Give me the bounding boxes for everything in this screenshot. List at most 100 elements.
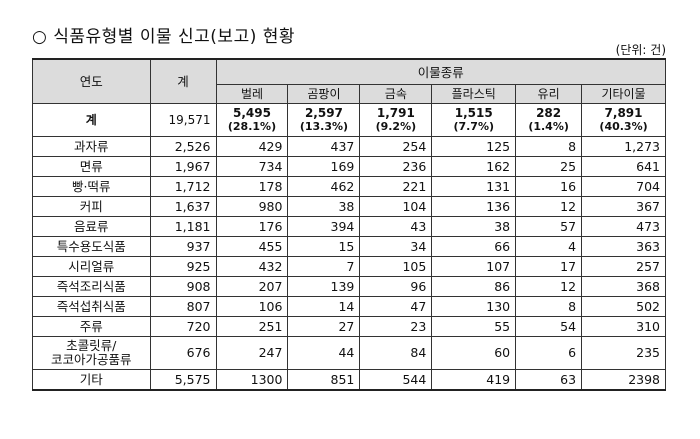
row-value: 419: [431, 369, 517, 391]
row-value: 23: [359, 316, 433, 337]
row-value: 16: [515, 176, 583, 197]
row-label: 특수용도식품: [32, 236, 151, 257]
row-total: 1,637: [149, 196, 217, 217]
row-value: 251: [215, 316, 289, 337]
header-col: 기타이물: [581, 84, 666, 104]
header-col: 곰팡이: [287, 84, 361, 104]
table-row: 빵·떡류 1,712 178 462 221 131 16 704: [32, 176, 666, 197]
row-value: 63: [515, 369, 583, 391]
row-value: 462: [287, 176, 361, 197]
row-value: 544: [359, 369, 433, 391]
row-total: 2,526: [149, 136, 217, 157]
total-cell: 282 (1.4%): [515, 103, 583, 137]
row-value: 17: [515, 256, 583, 277]
row-value: 86: [431, 276, 517, 297]
row-value: 429: [215, 136, 289, 157]
row-value: 34: [359, 236, 433, 257]
total-sum: 19,571: [149, 103, 217, 137]
row-label: 초콜릿류/코코아가공품류: [32, 336, 151, 370]
row-label: 커피: [32, 196, 151, 217]
total-cell: 5,495 (28.1%): [215, 103, 289, 137]
row-value: 136: [431, 196, 517, 217]
total-cell: 1,791 (9.2%): [359, 103, 433, 137]
row-value: 12: [515, 276, 583, 297]
row-value: 84: [359, 336, 433, 370]
row-value: 15: [287, 236, 361, 257]
row-value: 12: [515, 196, 583, 217]
row-value: 43: [359, 216, 433, 237]
row-value: 254: [359, 136, 433, 157]
header-col: 유리: [515, 84, 583, 104]
row-label: 주류: [32, 316, 151, 337]
row-value: 25: [515, 156, 583, 177]
row-total: 676: [149, 336, 217, 370]
unit-label: (단위: 건): [615, 43, 666, 57]
row-value: 106: [215, 296, 289, 317]
row-total: 5,575: [149, 369, 217, 391]
row-label: 즉석조리식품: [32, 276, 151, 297]
row-value: 57: [515, 216, 583, 237]
row-value: 178: [215, 176, 289, 197]
row-value: 1300: [215, 369, 289, 391]
row-value: 8: [515, 136, 583, 157]
total-cell: 7,891 (40.3%): [581, 103, 666, 137]
row-total: 1,181: [149, 216, 217, 237]
row-label: 즉석섭취식품: [32, 296, 151, 317]
row-value: 8: [515, 296, 583, 317]
row-value: 394: [287, 216, 361, 237]
row-value: 455: [215, 236, 289, 257]
row-value: 704: [581, 176, 666, 197]
row-value: 473: [581, 216, 666, 237]
row-value: 139: [287, 276, 361, 297]
row-total: 1,712: [149, 176, 217, 197]
row-value: 47: [359, 296, 433, 317]
row-value: 851: [287, 369, 361, 391]
row-value: 734: [215, 156, 289, 177]
total-row: 계 19,571 5,495 (28.1%) 2,597 (13.3%) 1,791…: [32, 103, 666, 137]
row-label: 시리얼류: [32, 256, 151, 277]
table-row: 커피 1,637 980 38 104 136 12 367: [32, 196, 666, 217]
row-value: 162: [431, 156, 517, 177]
row-value: 432: [215, 256, 289, 277]
table-row: 초콜릿류/코코아가공품류 676 247 44 84 60 6 235: [32, 336, 666, 370]
row-label: 기타: [32, 369, 151, 391]
row-value: 257: [581, 256, 666, 277]
row-label: 면류: [32, 156, 151, 177]
row-value: 125: [431, 136, 517, 157]
row-value: 4: [515, 236, 583, 257]
row-value: 169: [287, 156, 361, 177]
row-value: 66: [431, 236, 517, 257]
row-value: 367: [581, 196, 666, 217]
row-value: 980: [215, 196, 289, 217]
row-value: 38: [431, 216, 517, 237]
header-year: 연도: [32, 58, 151, 104]
row-value: 54: [515, 316, 583, 337]
row-value: 235: [581, 336, 666, 370]
row-value: 2398: [581, 369, 666, 391]
table-row: 면류 1,967 734 169 236 162 25 641: [32, 156, 666, 177]
row-total: 908: [149, 276, 217, 297]
row-value: 27: [287, 316, 361, 337]
header-col: 벌레: [215, 84, 289, 104]
row-total: 937: [149, 236, 217, 257]
table-row: 즉석조리식품 908 207 139 96 86 12 368: [32, 276, 666, 297]
header-col: 플라스틱: [431, 84, 517, 104]
document-title: ○ 식품유형별 이물 신고(보고) 현황: [32, 27, 296, 47]
row-value: 14: [287, 296, 361, 317]
row-value: 107: [431, 256, 517, 277]
row-total: 1,967: [149, 156, 217, 177]
row-value: 641: [581, 156, 666, 177]
table-row: 과자류 2,526 429 437 254 125 8 1,273: [32, 136, 666, 157]
row-value: 38: [287, 196, 361, 217]
row-value: 131: [431, 176, 517, 197]
total-cell: 2,597 (13.3%): [287, 103, 361, 137]
row-value: 1,273: [581, 136, 666, 157]
row-label: 음료류: [32, 216, 151, 237]
row-value: 236: [359, 156, 433, 177]
row-value: 105: [359, 256, 433, 277]
row-value: 363: [581, 236, 666, 257]
row-value: 176: [215, 216, 289, 237]
row-value: 6: [515, 336, 583, 370]
row-total: 720: [149, 316, 217, 337]
table-row: 시리얼류 925 432 7 105 107 17 257: [32, 256, 666, 277]
